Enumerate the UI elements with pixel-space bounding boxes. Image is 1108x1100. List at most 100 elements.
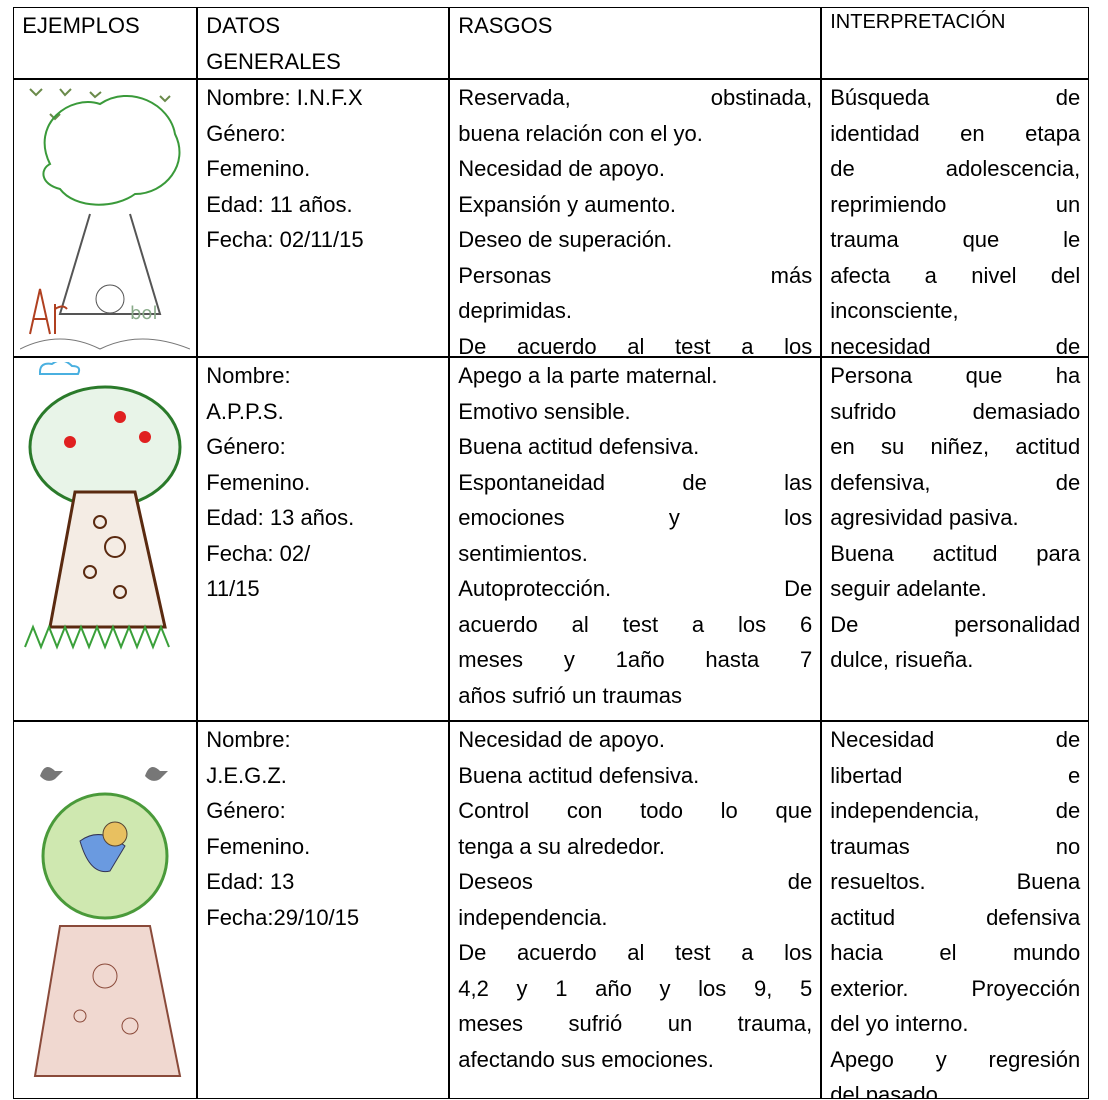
text-line: actitud defensiva: [830, 904, 1081, 930]
text-line: tenga a su alrededor.: [458, 833, 665, 859]
text-line: seguir adelante.: [830, 576, 987, 602]
rasgos-cell: Reservada, obstinada, buena relación con …: [449, 79, 822, 358]
header-cell: EJEMPLOS: [13, 7, 198, 80]
text-line: Nombre:: [206, 363, 291, 389]
text-line: Género:: [206, 798, 286, 824]
text-line: acuerdo al test a los 6: [458, 611, 813, 637]
text-line: INTERPRETACIÓN: [830, 11, 1006, 34]
text-line: Necesidad de apoyo.: [458, 156, 665, 182]
text-line: Edad: 13 años.: [206, 505, 355, 531]
text-line: independencia.: [458, 904, 608, 930]
text-line: emociones y los: [458, 505, 813, 531]
datos-cell: Nombre: A.P.P.S. Género: Femenino. Edad: 13 …: [197, 357, 450, 722]
text-line: Edad: 13: [206, 869, 295, 895]
text-line: Deseos de: [458, 869, 813, 895]
text-line: GENERALES: [206, 48, 341, 74]
text-line: Género:: [206, 434, 286, 460]
text-line: sentimientos.: [458, 540, 588, 566]
text-line: defensiva, de: [830, 469, 1081, 495]
text-line: Femenino.: [206, 833, 311, 859]
header-cell: DATOS GENERALES: [197, 7, 450, 80]
text-line: agresividad pasiva.: [830, 505, 1019, 531]
text-line: reprimiendo un: [830, 191, 1081, 217]
text-line: buena relación con el yo.: [458, 120, 703, 146]
text-line: De acuerdo al test a los: [458, 940, 813, 966]
text-line: Fecha:29/10/15: [206, 904, 360, 930]
example-image-cell: bol: [13, 79, 198, 358]
header-cell: INTERPRETACIÓN: [821, 7, 1090, 80]
text-line: De acuerdo al test a los: [458, 333, 813, 358]
text-line: Femenino.: [206, 469, 311, 495]
text-line: traumas no: [830, 833, 1081, 859]
datos-cell: Nombre: I.N.F.X Género: Femenino. Edad: 11 …: [197, 79, 450, 358]
text-line: Buena actitud defensiva.: [458, 434, 700, 460]
text-line: Femenino.: [206, 156, 311, 182]
text-line: RASGOS: [458, 13, 553, 39]
text-line: Género:: [206, 120, 286, 146]
text-line: A.P.P.S.: [206, 398, 284, 424]
text-line: Expansión y aumento.: [458, 191, 676, 217]
text-line: trauma que le: [830, 227, 1081, 253]
text-line: años sufrió un traumas: [458, 682, 683, 708]
header-cell: RASGOS: [449, 7, 822, 80]
text-line: 11/15: [206, 576, 260, 602]
text-line: J.E.G.Z.: [206, 762, 287, 788]
tree-drawing: [24, 359, 182, 650]
text-line: del yo interno.: [830, 1011, 969, 1037]
text-line: Edad: 11 años.: [206, 191, 353, 217]
text-line: Control con todo lo que: [458, 798, 813, 824]
text-line: De personalidad: [830, 611, 1081, 637]
text-line: Búsqueda de: [830, 85, 1081, 111]
text-line: Buena actitud para: [830, 540, 1081, 566]
datos-cell: Nombre: J.E.G.Z. Género: Femenino. Edad: 13 F…: [197, 721, 450, 1100]
text-line: independencia, de: [830, 798, 1081, 824]
text-line: Buena actitud defensiva.: [458, 762, 700, 788]
text-line: DATOS: [206, 13, 281, 39]
text-line: Fecha: 02/11/15: [206, 227, 364, 253]
text-line: afecta a nivel del: [830, 262, 1081, 288]
text-line: Persona que ha: [830, 363, 1081, 389]
text-line: identidad en etapa: [830, 120, 1081, 146]
text-line: del pasado.: [830, 1082, 945, 1100]
text-line: meses sufrió un trauma,: [458, 1011, 813, 1037]
text-line: inconsciente,: [830, 298, 959, 324]
interpretacion-cell: Persona que ha sufrido demasiado en su niñ…: [821, 357, 1090, 722]
text-line: Apego a la parte maternal.: [458, 363, 718, 389]
text-line: necesidad de: [830, 333, 1081, 358]
svg-text:bol: bol: [130, 303, 157, 324]
text-line: Autoprotección. De: [458, 576, 813, 602]
text-line: libertad e: [830, 762, 1081, 788]
example-image-cell: [13, 721, 198, 1100]
text-line: Nombre:: [206, 727, 291, 753]
text-line: exterior. Proyección: [830, 975, 1081, 1001]
text-line: Espontaneidad de las: [458, 469, 813, 495]
text-line: Fecha: 02/: [206, 540, 311, 566]
text-line: EJEMPLOS: [22, 13, 140, 39]
text-line: Reservada, obstinada,: [458, 85, 813, 111]
text-line: Nombre: I.N.F.X: [206, 85, 363, 111]
text-line: hacia el mundo: [830, 940, 1081, 966]
text-line: Necesidad de: [830, 727, 1081, 753]
rasgos-cell: Apego a la parte maternal. Emotivo sensib…: [449, 357, 822, 722]
text-line: Emotivo sensible.: [458, 398, 631, 424]
text-line: Apego y regresión: [830, 1046, 1081, 1072]
text-line: Deseo de superación.: [458, 227, 673, 253]
text-line: afectando sus emociones.: [458, 1046, 714, 1072]
interpretacion-cell: Búsqueda de identidad en etapa de adolesce…: [821, 79, 1090, 358]
text-line: deprimidas.: [458, 298, 572, 324]
tree-drawing: bol: [20, 88, 191, 350]
text-line: dulce, risueña.: [830, 647, 974, 673]
tree-drawing: [34, 767, 182, 1078]
text-line: de adolescencia,: [830, 156, 1081, 182]
interpretacion-cell: Necesidad de libertad e independencia, de t…: [821, 721, 1090, 1100]
text-line: meses y 1año hasta 7: [458, 647, 813, 673]
text-line: Personas más: [458, 262, 813, 288]
text-line: resueltos. Buena: [830, 869, 1081, 895]
text-line: en su niñez, actitud: [830, 434, 1081, 460]
rasgos-cell: Necesidad de apoyo. Buena actitud defensi…: [449, 721, 822, 1100]
text-line: sufrido demasiado: [830, 398, 1081, 424]
text-line: Necesidad de apoyo.: [458, 727, 665, 753]
text-line: 4,2 y 1 año y los 9, 5: [458, 975, 813, 1001]
example-image-cell: [13, 357, 198, 722]
